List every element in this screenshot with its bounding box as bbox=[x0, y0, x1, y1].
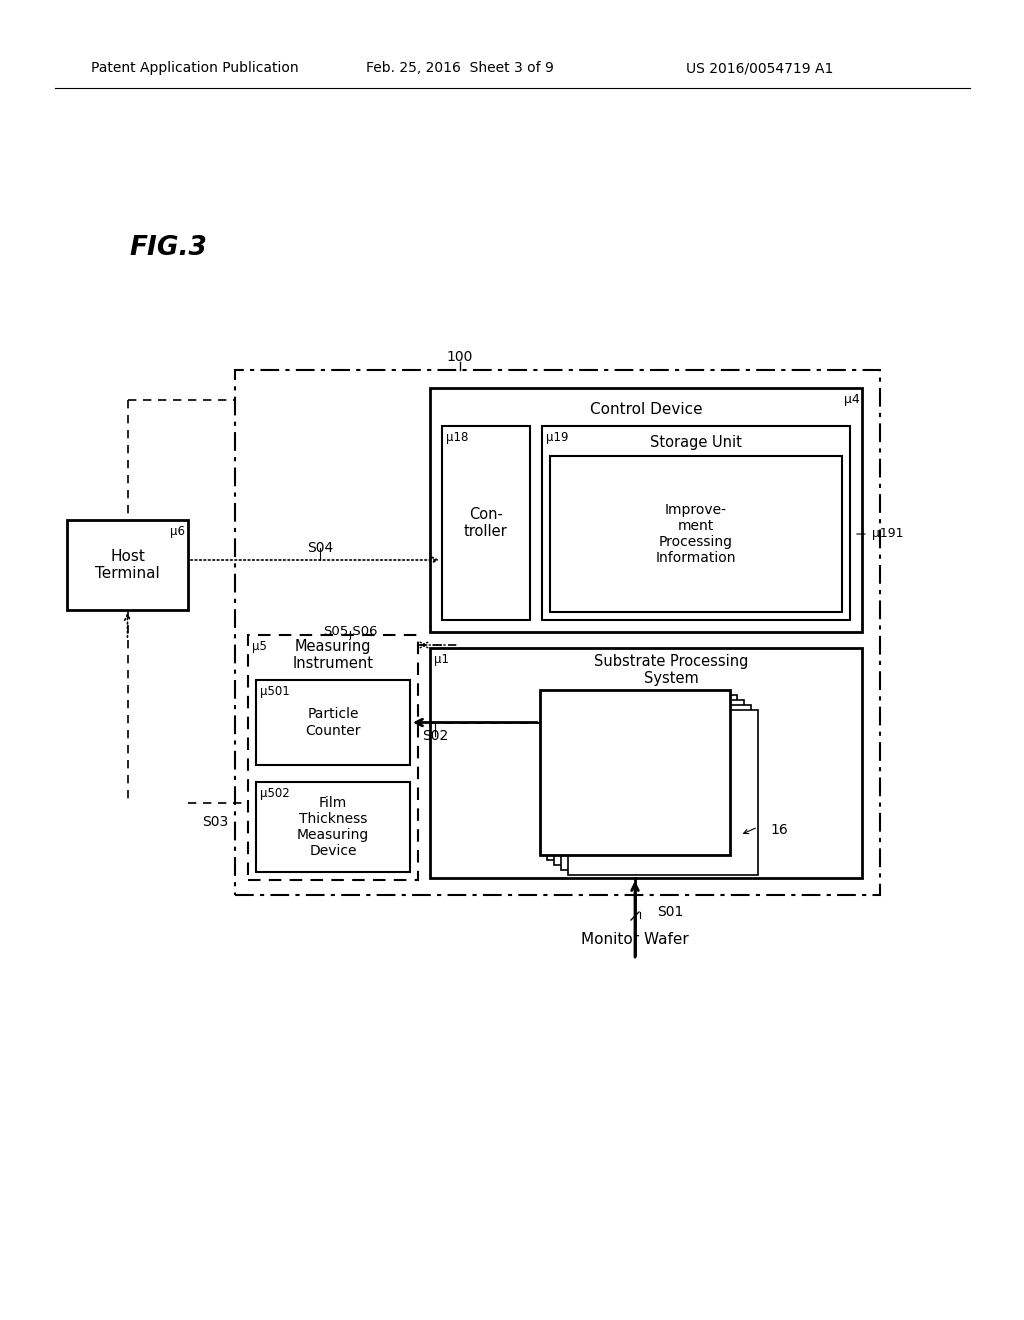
Text: Measuring
Instrument: Measuring Instrument bbox=[293, 639, 374, 671]
Bar bbox=[248, 635, 418, 880]
Text: µ19: µ19 bbox=[546, 432, 568, 444]
Text: Storage Unit: Storage Unit bbox=[650, 434, 742, 450]
Text: µ4: µ4 bbox=[844, 393, 860, 407]
Bar bbox=[430, 388, 862, 632]
Bar bbox=[67, 520, 188, 610]
Text: µ502: µ502 bbox=[260, 787, 290, 800]
Text: Process-
ing Unit: Process- ing Unit bbox=[604, 756, 666, 789]
Bar bbox=[256, 680, 410, 766]
Bar bbox=[442, 426, 530, 620]
Bar bbox=[561, 705, 751, 870]
Text: FIG.3: FIG.3 bbox=[129, 235, 207, 261]
Text: Monitor Wafer: Monitor Wafer bbox=[582, 932, 689, 948]
Text: Control Device: Control Device bbox=[590, 403, 702, 417]
Text: µ191: µ191 bbox=[872, 528, 903, 540]
Bar bbox=[547, 696, 737, 861]
Text: S01: S01 bbox=[657, 906, 683, 919]
Bar bbox=[540, 690, 730, 855]
Bar bbox=[430, 648, 862, 878]
Text: µ18: µ18 bbox=[446, 432, 468, 444]
Text: µ1: µ1 bbox=[434, 653, 449, 667]
Text: S05,S06: S05,S06 bbox=[323, 624, 377, 638]
Text: µ5: µ5 bbox=[252, 640, 267, 653]
Bar bbox=[256, 781, 410, 873]
Text: S03: S03 bbox=[202, 816, 228, 829]
Text: Improve-
ment
Processing
Information: Improve- ment Processing Information bbox=[655, 503, 736, 565]
Text: 16: 16 bbox=[770, 822, 787, 837]
Text: Feb. 25, 2016  Sheet 3 of 9: Feb. 25, 2016 Sheet 3 of 9 bbox=[366, 61, 554, 75]
Bar bbox=[554, 700, 744, 865]
Text: S04: S04 bbox=[307, 541, 333, 554]
Text: Patent Application Publication: Patent Application Publication bbox=[91, 61, 299, 75]
Text: US 2016/0054719 A1: US 2016/0054719 A1 bbox=[686, 61, 834, 75]
Bar bbox=[234, 370, 880, 895]
Text: µ6: µ6 bbox=[170, 525, 185, 539]
Text: Host
Terminal: Host Terminal bbox=[95, 549, 160, 581]
Text: Substrate Processing
System: Substrate Processing System bbox=[594, 653, 749, 686]
Text: 100: 100 bbox=[446, 350, 473, 364]
Text: µ501: µ501 bbox=[260, 685, 290, 698]
Text: S02: S02 bbox=[422, 730, 449, 743]
Text: Film
Thickness
Measuring
Device: Film Thickness Measuring Device bbox=[297, 796, 369, 858]
Text: Particle
Counter: Particle Counter bbox=[305, 708, 360, 738]
Bar bbox=[542, 426, 850, 620]
Bar bbox=[568, 710, 758, 875]
Text: Con-
troller: Con- troller bbox=[464, 507, 508, 539]
Bar bbox=[550, 455, 842, 612]
